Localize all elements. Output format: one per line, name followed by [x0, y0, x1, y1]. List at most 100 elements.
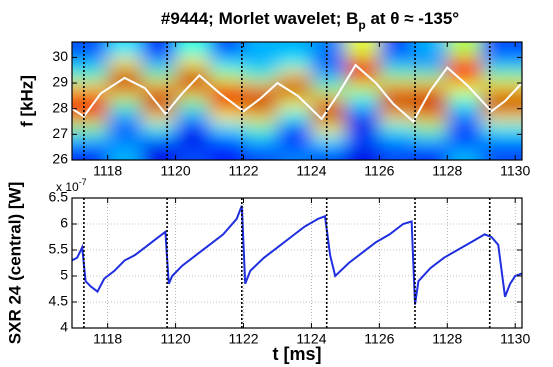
- heatmap-cell: [243, 147, 278, 160]
- heatmap-cell: [277, 95, 312, 109]
- heatmap-cell: [447, 95, 482, 109]
- y-tick-label: 4.5: [49, 293, 69, 309]
- heatmap-cell: [72, 121, 108, 135]
- heatmap-cell: [141, 57, 176, 71]
- y-tick-label: 4: [60, 319, 68, 335]
- heatmap-cell: [379, 134, 414, 148]
- heatmap-cell: [481, 121, 522, 135]
- heatmap-cell: [311, 57, 346, 71]
- y-tick-label: 30: [52, 48, 68, 64]
- heatmap-cell: [345, 83, 380, 96]
- heatmap-cell: [379, 121, 414, 135]
- heatmap-cell: [175, 134, 210, 148]
- heatmap-cell: [107, 134, 142, 148]
- x-tick-label: 1120: [161, 331, 191, 347]
- heatmap-cell: [243, 83, 278, 96]
- heatmap-cell: [72, 83, 108, 96]
- line-series: [72, 205, 522, 305]
- heatmap-cell: [413, 108, 448, 122]
- heatmap-cell: [243, 70, 278, 84]
- heatmap-cell: [379, 83, 414, 96]
- heatmap-cell: [277, 57, 312, 71]
- heatmap-cell: [209, 147, 244, 160]
- exponent: -7: [79, 177, 87, 187]
- heatmap-cell: [413, 147, 448, 160]
- plot-area: [72, 198, 522, 328]
- heatmap-cell: [379, 70, 414, 84]
- heatmap-cell: [72, 57, 108, 71]
- heatmap-cell: [277, 147, 312, 160]
- heatmap-cell: [481, 57, 522, 71]
- heatmap-cell: [311, 134, 346, 148]
- heatmap-cell: [243, 121, 278, 135]
- heatmap-cell: [345, 147, 380, 160]
- y-label: f [kHz]: [17, 75, 36, 127]
- heatmap-cell: [175, 57, 210, 71]
- heatmap-cell: [72, 134, 108, 148]
- title-sub: p: [358, 18, 365, 32]
- heatmap-cell: [277, 42, 312, 58]
- heatmap-cell: [413, 134, 448, 148]
- y-tick-label: 6: [60, 215, 68, 231]
- heatmap-cell: [481, 95, 522, 109]
- y-label: SXR 24 (central) [W]: [5, 182, 24, 344]
- heatmap-cell: [175, 121, 210, 135]
- heatmap-cell: [379, 108, 414, 122]
- heatmap-cell: [447, 57, 482, 71]
- heatmap-cell: [481, 42, 522, 58]
- x-tick-label: 1118: [93, 331, 122, 347]
- x-tick-label: 1124: [296, 331, 326, 347]
- y-tick-label: 26: [52, 151, 68, 167]
- x-tick-label: 1122: [228, 163, 258, 179]
- heatmap-cell: [447, 134, 482, 148]
- heatmap-cell: [379, 42, 414, 58]
- x-tick-label: 1130: [500, 163, 530, 179]
- exponent-label: x 10-7: [56, 177, 87, 194]
- heatmap-cell: [277, 134, 312, 148]
- heatmap-cell: [311, 42, 346, 58]
- heatmap-cell: [72, 108, 108, 122]
- heatmap-cell: [175, 108, 210, 122]
- heatmap-cell: [107, 95, 142, 109]
- heatmap-cell: [345, 95, 380, 109]
- x-tick-label: 1126: [364, 331, 394, 347]
- heatmap-cell: [311, 70, 346, 84]
- x-tick-label: 1128: [432, 331, 462, 347]
- heatmap-cell: [481, 70, 522, 84]
- heatmap-cell: [277, 108, 312, 122]
- y-tick-label: 5: [60, 267, 68, 283]
- heatmap-cell: [379, 95, 414, 109]
- axes-frame: [71, 41, 523, 161]
- y-tick-label: 28: [52, 99, 68, 115]
- y-tick-label: 29: [52, 74, 68, 90]
- heatmap-cell: [379, 57, 414, 71]
- heatmap-cell: [311, 147, 346, 160]
- heatmap-cell: [311, 95, 346, 109]
- heatmap-cell: [209, 121, 244, 135]
- heatmap-cell: [413, 57, 448, 71]
- heatmap-cell: [345, 121, 380, 135]
- heatmap-cell: [107, 70, 142, 84]
- x-tick-label: 1118: [93, 163, 122, 179]
- y-tick-label: 6.5: [49, 189, 69, 205]
- heatmap-cell: [243, 134, 278, 148]
- heatmap-cell: [447, 83, 482, 96]
- heatmap-cell: [345, 134, 380, 148]
- title-rest: at θ ≈ -135°: [366, 9, 460, 28]
- heatmap-cell: [72, 147, 108, 160]
- heatmap-cell: [107, 121, 142, 135]
- heatmap-cell: [379, 147, 414, 160]
- heatmap-cell: [311, 121, 346, 135]
- x-label: t [ms]: [273, 344, 322, 364]
- heatmap-cell: [413, 70, 448, 84]
- heatmap-cell: [413, 95, 448, 109]
- heatmap-cell: [447, 147, 482, 160]
- heatmap-cell: [481, 147, 522, 160]
- heatmap-cell: [413, 42, 448, 58]
- heatmap-cell: [107, 42, 142, 58]
- heatmap-cell: [107, 57, 142, 71]
- heatmap-cell: [175, 42, 210, 58]
- heatmap-cell: [107, 83, 142, 96]
- heatmap-cell: [209, 42, 244, 58]
